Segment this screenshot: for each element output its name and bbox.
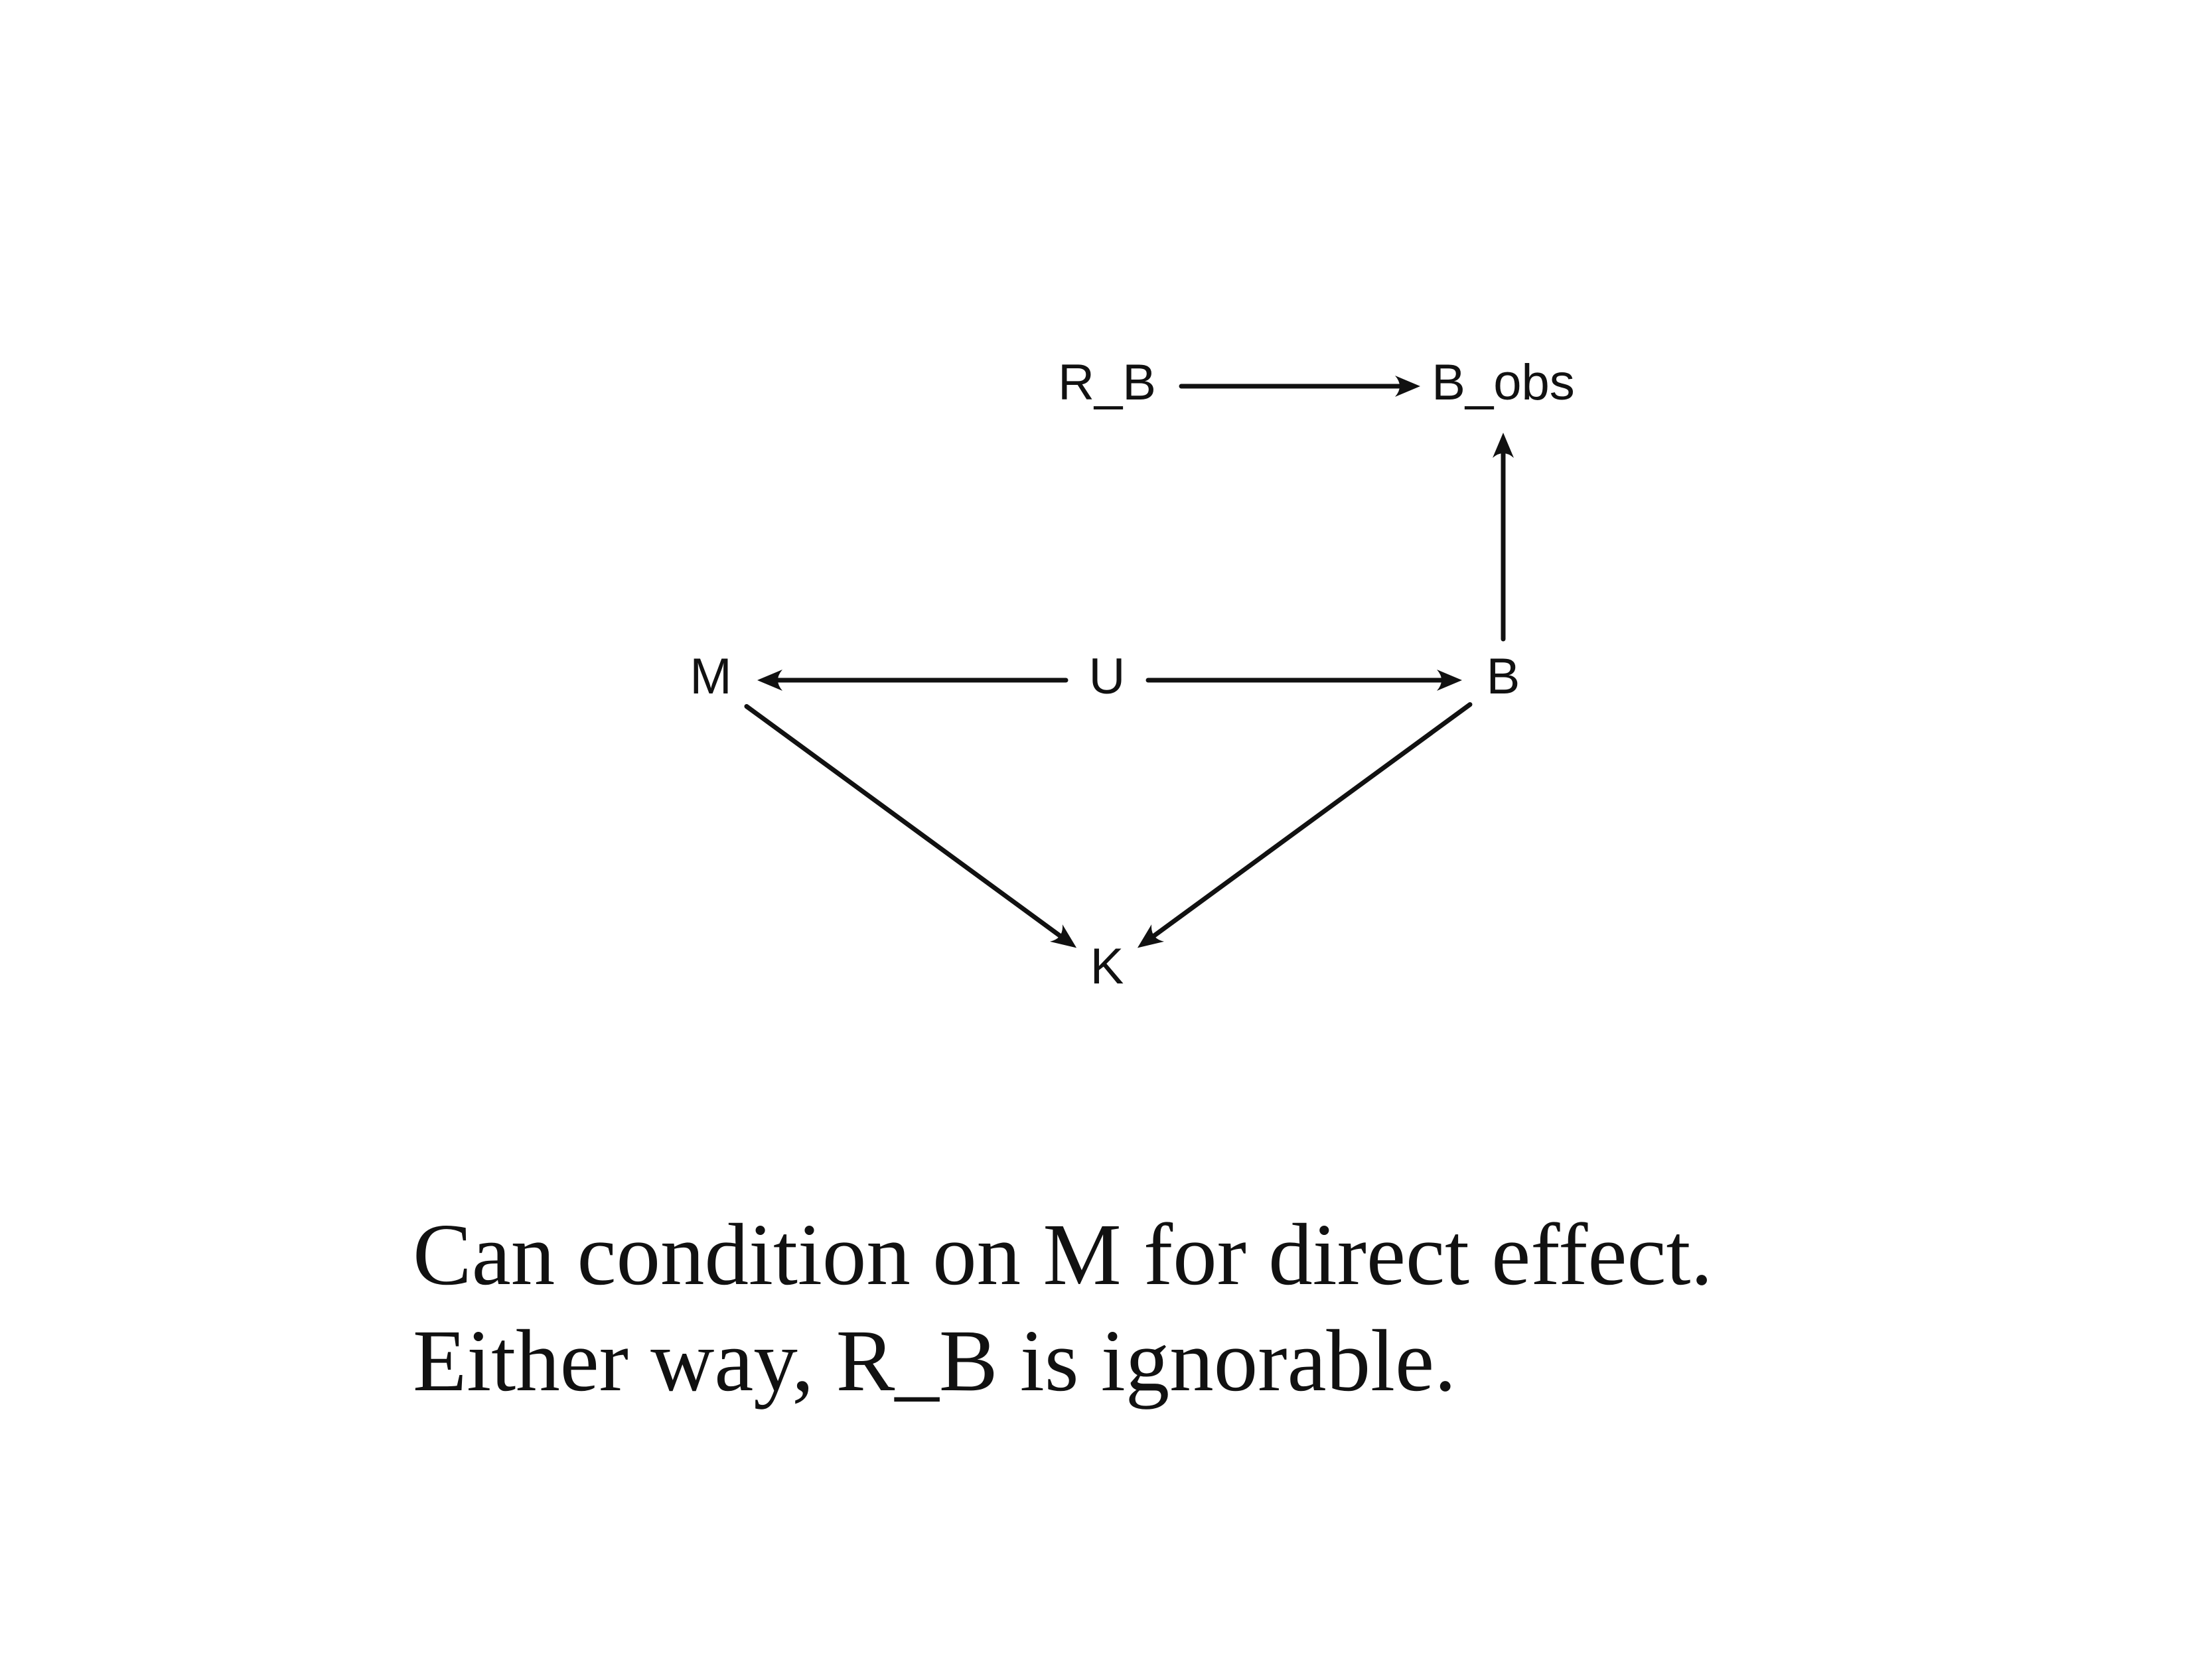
arrowhead-icon [757,670,782,691]
caption-line-1: Can condition on M for direct effect. [413,1205,1713,1303]
arrowhead-icon [1437,670,1462,691]
edge-line [744,703,1063,939]
edge-u-to-b [1145,670,1462,691]
edge-b-to-k [1137,702,1473,948]
arrowhead-icon [1395,376,1420,397]
nodes-layer: R_B B_obs M U B K [690,354,1574,995]
node-b-obs: B_obs [1432,354,1575,411]
node-m: M [690,648,731,705]
caption: Can condition on M for direct effect. Ei… [413,1201,1873,1413]
edge-b-to-b-obs [1493,433,1514,642]
arrowhead-icon [1493,433,1514,458]
edge-u-to-m [757,670,1069,691]
edge-m-to-k [744,703,1077,948]
edge-line [1151,702,1473,939]
edge-r-b-to-b-obs [1179,376,1420,397]
node-r-b: R_B [1058,354,1156,411]
caption-line-2: Either way, R_B is ignorable. [413,1311,1457,1409]
edges-layer [744,376,1514,948]
node-b: B [1487,648,1520,705]
node-u: U [1089,648,1126,705]
node-k: K [1090,938,1124,995]
arrowhead-icon [1137,924,1165,948]
arrowhead-icon [1049,924,1077,948]
